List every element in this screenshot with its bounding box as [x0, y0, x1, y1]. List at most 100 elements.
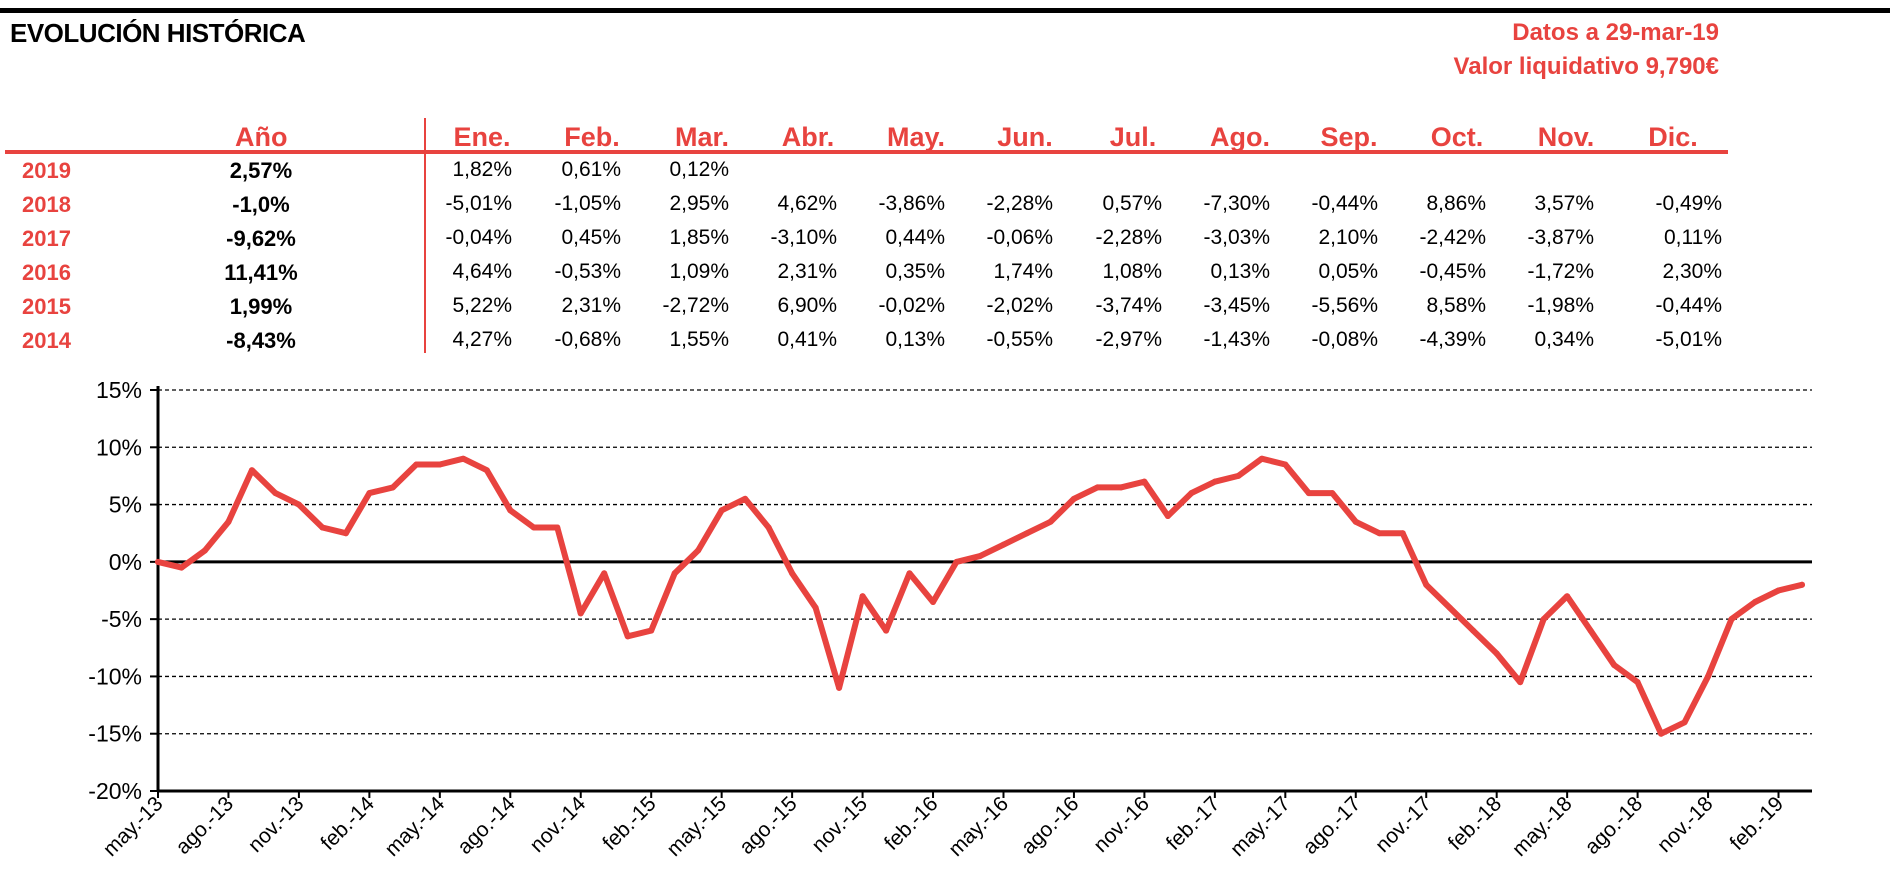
x-tick-label: may.-16	[944, 792, 1013, 861]
data-point	[577, 610, 584, 617]
month-column-header: Nov.	[1537, 122, 1595, 152]
monthly-return-cell: -0,02%	[878, 294, 945, 317]
monthly-return-cell: -7,30%	[1203, 192, 1270, 215]
data-point	[155, 558, 161, 565]
data-point	[225, 518, 232, 525]
data-point	[1423, 581, 1430, 588]
row-annual-return: -9,62%	[226, 226, 296, 251]
data-point	[742, 495, 749, 502]
data-point	[1070, 495, 1077, 502]
month-column-header: Feb.	[564, 122, 620, 152]
x-tick-label: nov.-18	[1653, 792, 1718, 857]
top-rule	[0, 8, 1890, 13]
monthly-return-cell: -0,04%	[445, 226, 512, 249]
x-tick-label: ago.-14	[453, 792, 520, 859]
data-point	[1235, 472, 1242, 479]
data-point	[389, 484, 396, 491]
monthly-return-cell: -3,86%	[878, 192, 945, 215]
monthly-return-cell: 8,86%	[1426, 192, 1486, 215]
data-point	[1305, 490, 1312, 497]
monthly-return-cell: -1,98%	[1527, 294, 1594, 317]
row-annual-return: 11,41%	[224, 260, 298, 285]
monthly-return-cell: 1,85%	[669, 226, 729, 249]
x-tick-label: nov.-16	[1089, 792, 1154, 857]
x-tick-label: feb.-16	[880, 792, 943, 855]
y-tick-label: -15%	[88, 721, 142, 747]
y-tick-label: -20%	[88, 778, 142, 804]
x-tick-label: feb.-14	[316, 792, 379, 855]
header-rule	[5, 150, 1728, 154]
nav-series-line	[155, 455, 1805, 737]
monthly-return-cell: -5,01%	[445, 192, 512, 215]
data-point	[718, 507, 725, 514]
monthly-return-cell: 0,34%	[1534, 328, 1594, 351]
x-tick-label: ago.-16	[1017, 792, 1084, 859]
x-tick-label: feb.-15	[598, 792, 661, 855]
monthly-return-cell: 0,13%	[885, 328, 945, 351]
x-tick-label: ago.-13	[171, 792, 238, 859]
monthly-return-cell: -3,03%	[1203, 226, 1270, 249]
monthly-return-cell: 0,57%	[1102, 192, 1162, 215]
monthly-return-cell: 1,55%	[669, 328, 729, 351]
row-year-label: 2018	[22, 192, 71, 217]
data-point	[1282, 461, 1289, 468]
x-tick-label: ago.-17	[1299, 792, 1366, 859]
monthly-return-cell: -2,02%	[986, 294, 1053, 317]
monthly-return-cell: -0,68%	[554, 328, 621, 351]
data-point	[507, 507, 514, 514]
data-point	[1470, 627, 1477, 634]
data-point	[342, 530, 349, 537]
row-year-label: 2015	[22, 294, 71, 319]
data-point	[977, 553, 983, 560]
monthly-return-cell: 3,57%	[1534, 192, 1594, 215]
data-point	[1258, 455, 1265, 462]
monthly-return-cell: -2,28%	[986, 192, 1053, 215]
monthly-return-cell: -5,01%	[1655, 328, 1722, 351]
data-point	[483, 467, 490, 474]
data-point	[671, 570, 678, 577]
data-point	[1329, 490, 1336, 497]
data-point	[1634, 679, 1641, 686]
y-tick-label: -10%	[88, 663, 142, 689]
monthly-return-cell: -1,05%	[554, 192, 621, 215]
y-tick-label: 0%	[109, 549, 142, 575]
data-point	[1023, 530, 1030, 537]
data-point	[1493, 650, 1500, 657]
monthly-return-cell: -2,72%	[662, 294, 729, 317]
monthly-return-cell: -3,74%	[1095, 294, 1162, 317]
row-annual-return: -8,43%	[226, 328, 296, 353]
monthly-return-cell: 1,74%	[993, 260, 1053, 283]
monthly-return-cell: -0,06%	[986, 226, 1053, 249]
row-year-label: 2016	[22, 260, 71, 285]
data-point	[695, 547, 702, 554]
monthly-return-cell: 5,22%	[452, 294, 512, 317]
monthly-return-cell: -1,43%	[1203, 328, 1270, 351]
monthly-return-cell: 0,05%	[1318, 260, 1378, 283]
x-tick-label: nov.-13	[244, 792, 309, 857]
monthly-return-cell: 4,62%	[777, 192, 837, 215]
data-point	[1728, 616, 1735, 623]
x-tick-label: nov.-17	[1371, 792, 1436, 857]
monthly-return-cell: 0,61%	[561, 158, 621, 181]
row-year-label: 2017	[22, 226, 71, 251]
data-point	[460, 455, 467, 462]
monthly-return-cell: 0,11%	[1664, 226, 1722, 249]
data-point	[1376, 530, 1383, 537]
nav-evolution-chart: 15%10%5%0%-5%-10%-15%-20%may.-13 ago.-13 n…	[88, 377, 1812, 861]
monthly-return-cell: 0,13%	[1210, 260, 1270, 283]
data-point	[1141, 478, 1148, 485]
y-tick-label: 10%	[96, 434, 142, 460]
monthly-return-cell: -2,28%	[1095, 226, 1162, 249]
month-column-header: Abr.	[781, 122, 835, 152]
data-point	[295, 501, 302, 508]
data-point	[1775, 587, 1782, 594]
data-point	[530, 524, 537, 531]
x-tick-label: ago.-18	[1581, 792, 1648, 859]
data-point	[1352, 518, 1359, 525]
data-point	[648, 627, 655, 634]
monthly-return-cell: 6,90%	[777, 294, 837, 317]
section-title: EVOLUCIÓN HISTÓRICA	[10, 18, 306, 48]
data-point	[624, 633, 631, 640]
data-point	[554, 524, 561, 531]
data-point	[859, 593, 866, 600]
